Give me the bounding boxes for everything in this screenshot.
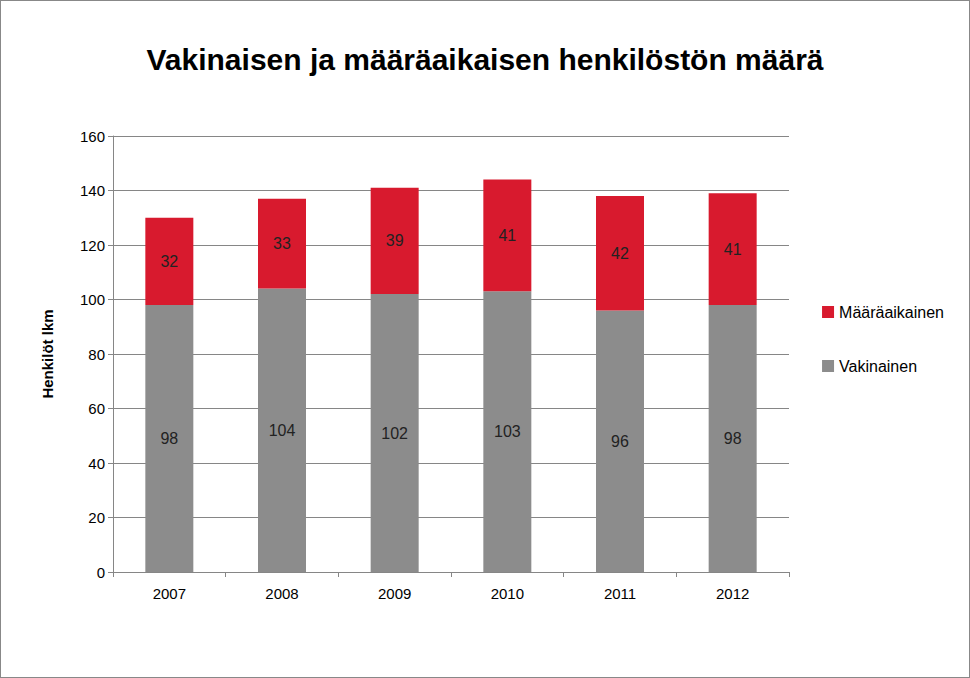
svg-text:96: 96 (611, 433, 629, 450)
svg-text:140: 140 (80, 182, 105, 199)
svg-text:160: 160 (80, 128, 105, 145)
svg-text:Määräaikainen: Määräaikainen (839, 304, 944, 321)
svg-text:98: 98 (724, 430, 742, 447)
svg-text:98: 98 (160, 430, 178, 447)
svg-text:42: 42 (611, 245, 629, 262)
svg-text:39: 39 (386, 232, 404, 249)
svg-text:41: 41 (498, 227, 516, 244)
svg-text:104: 104 (269, 422, 296, 439)
svg-text:40: 40 (88, 455, 105, 472)
svg-text:32: 32 (160, 253, 178, 270)
svg-text:120: 120 (80, 237, 105, 254)
svg-text:Vakinaisen ja määräaikaisen he: Vakinaisen ja määräaikaisen henkilöstön … (146, 43, 823, 76)
svg-text:2009: 2009 (378, 585, 411, 602)
svg-text:100: 100 (80, 291, 105, 308)
svg-text:103: 103 (494, 423, 521, 440)
svg-text:60: 60 (88, 400, 105, 417)
svg-text:41: 41 (724, 241, 742, 258)
svg-text:102: 102 (381, 425, 408, 442)
svg-text:2010: 2010 (491, 585, 524, 602)
svg-text:2007: 2007 (153, 585, 186, 602)
svg-text:2008: 2008 (265, 585, 298, 602)
svg-text:0: 0 (97, 564, 105, 581)
svg-text:80: 80 (88, 346, 105, 363)
svg-text:20: 20 (88, 509, 105, 526)
svg-text:2011: 2011 (604, 585, 636, 602)
svg-text:Henkilöt lkm: Henkilöt lkm (39, 309, 56, 398)
svg-text:2012: 2012 (716, 585, 749, 602)
svg-text:Vakinainen: Vakinainen (839, 358, 917, 375)
svg-text:33: 33 (273, 235, 291, 252)
